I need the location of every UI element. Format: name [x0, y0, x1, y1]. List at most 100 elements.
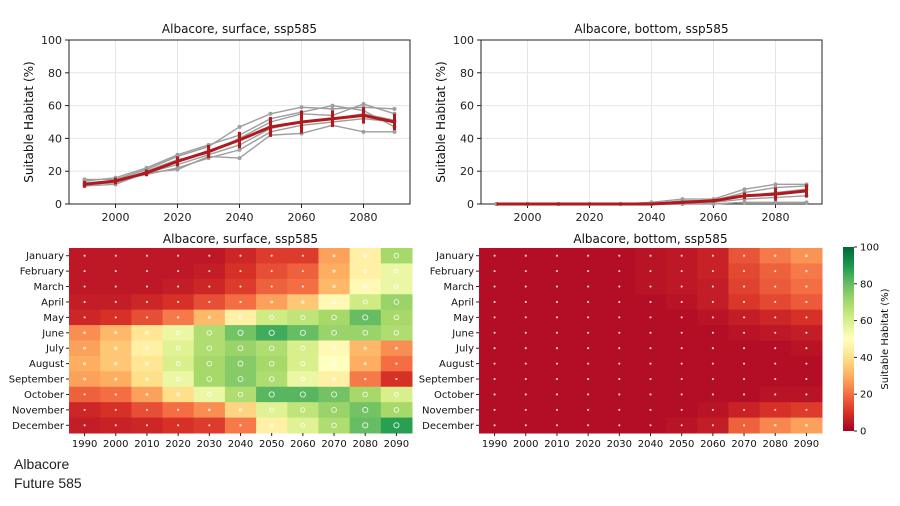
heatmap-marker [680, 393, 683, 396]
heatmap-marker [555, 393, 559, 396]
row-label: December [12, 421, 65, 432]
chart-title: Albacore, surface, ssp585 [162, 22, 317, 36]
heatmap-marker [524, 377, 527, 381]
column-label: 2090 [384, 439, 409, 450]
heatmap-marker [680, 347, 683, 350]
heatmap-marker [805, 285, 808, 288]
heatmap-cell [224, 340, 257, 357]
heatmap-cell [162, 340, 195, 357]
column-label: 1990 [72, 439, 97, 450]
heatmap-marker [269, 423, 274, 428]
heatmap-cell [131, 371, 164, 388]
heatmap-marker [301, 285, 304, 288]
heatmap-surface: Albacore, surface, ssp585 January February… [9, 232, 413, 450]
heatmap-cell [100, 371, 132, 388]
heatmap-marker [618, 270, 621, 273]
heatmap-marker [237, 345, 244, 352]
heatmap-marker [206, 360, 213, 367]
heatmap-cell [193, 355, 226, 372]
heatmap-cell [162, 386, 195, 403]
column-label: 2030 [607, 439, 632, 450]
heatmap-marker [237, 329, 244, 336]
heatmap-marker [394, 268, 399, 274]
heatmap-marker [587, 285, 590, 288]
heatmap-cell [224, 402, 257, 419]
heatmap-marker [774, 285, 777, 288]
heatmap-marker [618, 424, 621, 427]
heatmap-marker [177, 285, 180, 288]
heatmap-cell [380, 248, 413, 264]
heatmap-marker [114, 362, 118, 366]
y-tick-label: 20 [460, 165, 474, 178]
heatmap-cell [349, 278, 382, 295]
heatmap-cell [349, 263, 382, 280]
heatmap-marker [711, 377, 714, 381]
member-point [237, 147, 242, 152]
heatmap-marker [742, 270, 746, 273]
heatmap-marker [145, 285, 149, 288]
caption-species: Albacore [14, 456, 70, 472]
heatmap-marker [680, 300, 683, 304]
heatmap-marker [493, 331, 496, 334]
heatmap-marker [805, 408, 808, 411]
heatmap-marker [649, 362, 652, 365]
heatmap-marker [206, 376, 213, 382]
heatmap-cell [287, 325, 319, 341]
colorbar-tick-label: 60 [860, 316, 873, 327]
heatmap-marker [268, 329, 275, 336]
colorbar-tick-label: 0 [860, 427, 866, 438]
heatmap-cell [193, 402, 226, 419]
heatmap-marker [206, 330, 213, 336]
heatmap-marker [114, 346, 118, 350]
heatmap-cell [69, 371, 101, 388]
heatmap-cell [349, 294, 382, 311]
heatmap-marker [524, 316, 527, 319]
member-point [175, 167, 180, 172]
x-tick-label: 2000 [514, 211, 542, 224]
heatmap-marker [618, 393, 621, 396]
heatmap-marker [711, 316, 714, 319]
heatmap-title: Albacore, bottom, ssp585 [573, 232, 727, 246]
heatmap-marker [649, 331, 652, 334]
heatmap-marker [524, 393, 527, 396]
heatmap-marker [362, 391, 369, 398]
x-tick-label: 2020 [576, 211, 604, 224]
heatmap-marker [711, 270, 714, 273]
row-label: April [41, 297, 64, 308]
heatmap-marker [268, 345, 275, 351]
member-point [742, 200, 747, 205]
heatmap-cell [256, 371, 288, 388]
heatmap-marker [774, 254, 777, 257]
heatmap-cell [256, 386, 288, 403]
heatmap-marker [587, 270, 590, 273]
heatmap-cell [380, 278, 413, 295]
heatmap-marker [680, 331, 683, 334]
heatmap-marker [555, 270, 559, 273]
heatmap-marker [680, 408, 683, 411]
heatmap-marker [145, 346, 149, 351]
heatmap-marker [239, 424, 242, 427]
heatmap-marker [618, 408, 621, 411]
heatmap-marker [393, 314, 400, 321]
heatmap-marker [805, 423, 808, 427]
heatmap-marker [145, 330, 149, 335]
heatmap-cell [256, 309, 288, 326]
heatmap-cell [349, 340, 382, 357]
y-tick-label: 60 [460, 100, 474, 113]
mean-line [496, 189, 807, 206]
heatmap-marker [237, 376, 244, 382]
row-label: August [29, 359, 64, 370]
heatmap-cell [380, 263, 413, 280]
heatmap-cell [349, 402, 382, 419]
heatmap-marker [680, 424, 683, 427]
heatmap-marker [268, 376, 275, 382]
heatmap-marker [364, 377, 367, 381]
heatmap-cell [318, 355, 351, 372]
heatmap-marker [742, 393, 746, 396]
heatmap-marker [711, 300, 714, 304]
column-label: 2090 [794, 439, 819, 450]
heatmap-cell [349, 325, 382, 341]
heatmap-marker [208, 408, 211, 412]
heatmap-cell [69, 355, 101, 372]
heatmap-cell [349, 248, 382, 264]
